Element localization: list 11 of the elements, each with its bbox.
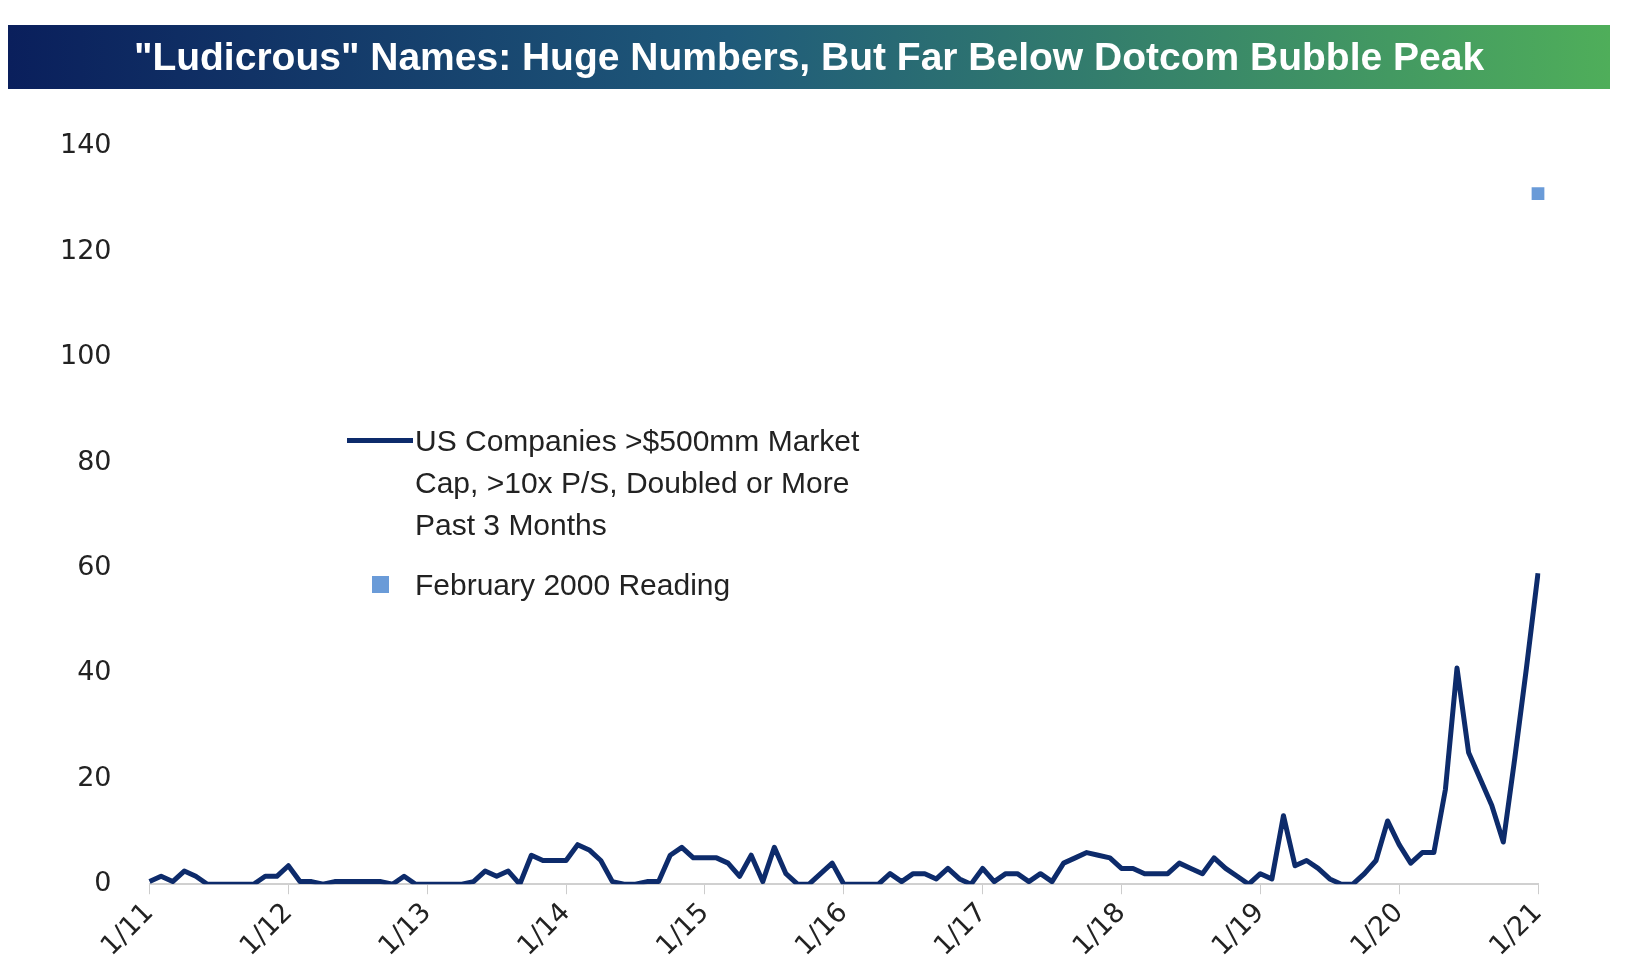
y-tick-label: 140 bbox=[59, 128, 112, 160]
y-tick-label: 60 bbox=[77, 549, 112, 581]
y-tick-label: 20 bbox=[77, 760, 112, 792]
legend-label: February 2000 Reading bbox=[415, 567, 731, 603]
y-tick-label: 80 bbox=[77, 444, 112, 476]
y-tick-label: 0 bbox=[94, 866, 112, 898]
legend-label: US Companies >$500mm Market Cap, >10x P/S, Doubled or More Past 3 Months bbox=[415, 423, 861, 543]
y-tick-label: 40 bbox=[77, 655, 112, 687]
chart-title: "Ludicrous" Names: Huge Numbers, But Far Below Dotcom Bubble Peak bbox=[8, 25, 1610, 89]
y-tick-label: 100 bbox=[59, 339, 112, 371]
y-tick-label: 120 bbox=[59, 233, 112, 265]
